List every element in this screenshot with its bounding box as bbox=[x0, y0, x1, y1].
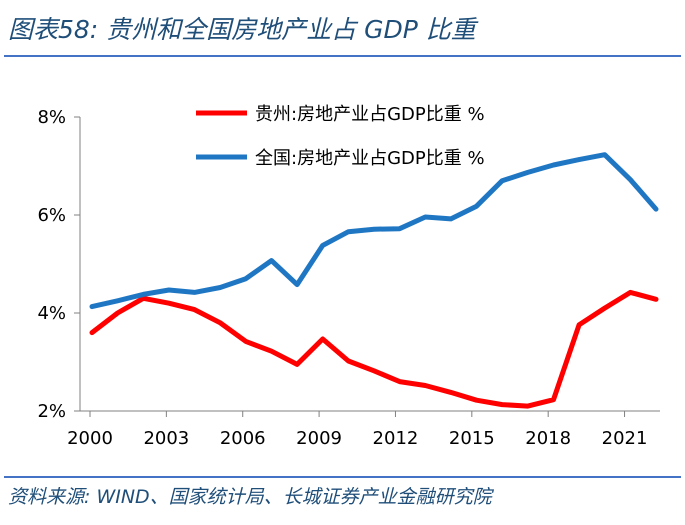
legend-label-guizhou: 贵州:房地产业占GDP比重 % bbox=[255, 104, 485, 125]
x-tick-label: 2006 bbox=[220, 428, 266, 449]
title-divider bbox=[4, 55, 681, 57]
y-tick-label: 4% bbox=[37, 303, 66, 324]
source-divider bbox=[4, 476, 681, 478]
x-tick-label: 2015 bbox=[449, 428, 495, 449]
chart-title: 图表58: 贵州和全国房地产业占 GDP 比重 bbox=[8, 15, 476, 44]
x-tick-label: 2021 bbox=[602, 428, 648, 449]
x-tick-label: 2003 bbox=[143, 428, 189, 449]
y-tick-label: 2% bbox=[37, 401, 66, 422]
x-tick-label: 2018 bbox=[525, 428, 571, 449]
series-line-guizhou bbox=[89, 289, 659, 409]
y-tick-label: 8% bbox=[37, 107, 66, 128]
x-tick-label: 2009 bbox=[296, 428, 342, 449]
source-note: 资料来源: WIND、国家统计局、长城证券产业金融研究院 bbox=[8, 486, 492, 508]
x-tick-label: 2012 bbox=[373, 428, 419, 449]
x-tick-label: 2000 bbox=[67, 428, 113, 449]
series-line-national bbox=[89, 152, 659, 310]
line-chart: 2% 4% 6% 8% 2000 2003 2006 2009 2012 2015 2018 2021… bbox=[37, 104, 660, 449]
legend-label-national: 全国:房地产业占GDP比重 % bbox=[255, 148, 485, 169]
y-tick-label: 6% bbox=[37, 205, 66, 226]
